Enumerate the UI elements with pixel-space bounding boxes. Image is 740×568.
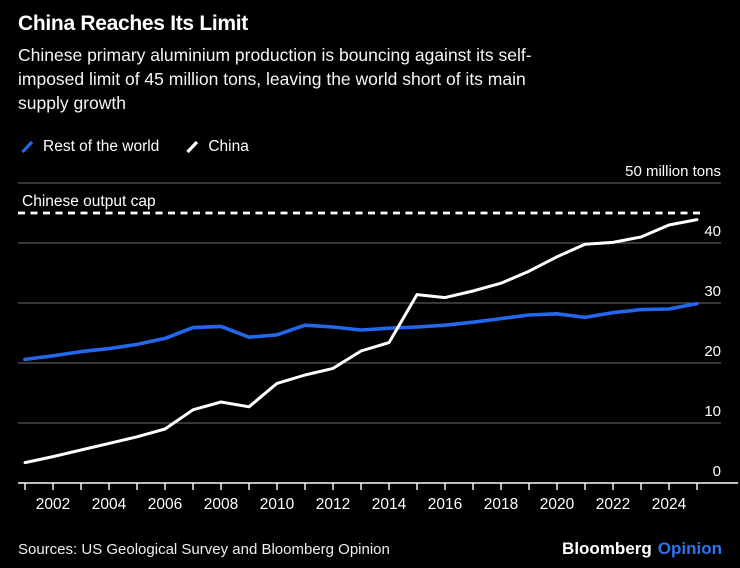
legend-label-rest-of-world: Rest of the world: [43, 138, 160, 155]
legend-slash-icon-white: [186, 140, 199, 154]
ytick-label-50: 50 million tons: [625, 163, 721, 180]
legend-label-china: China: [208, 138, 249, 155]
ytick-label-20: 20: [704, 343, 721, 360]
series-line-china: [23, 218, 699, 465]
bloomberg-wordmark: Bloomberg: [562, 539, 652, 558]
xtick-label-2004: 2004: [92, 496, 127, 513]
xtick-label-2006: 2006: [148, 496, 182, 513]
xtick-label-2018: 2018: [484, 496, 518, 513]
chart-legend: Rest of the world China: [20, 138, 249, 156]
xtick-label-2010: 2010: [260, 496, 295, 513]
ytick-label-30: 30: [704, 283, 721, 300]
output-cap-label: Chinese output cap: [22, 193, 156, 210]
xtick-label-2020: 2020: [540, 496, 575, 513]
series-line-rest-of-the-world: [23, 301, 699, 362]
legend-slash-icon-blue: [21, 140, 34, 154]
chart-subtitle: Chinese primary aluminium production is …: [18, 43, 718, 115]
chart-footer: Sources: US Geological Survey and Bloomb…: [18, 539, 722, 559]
legend-item-rest-of-world: Rest of the world: [20, 138, 159, 156]
xtick-label-2022: 2022: [596, 496, 630, 513]
ytick-label-40: 40: [704, 223, 721, 240]
ytick-label-0: 0: [713, 463, 721, 480]
chart-title: China Reaches Its Limit: [18, 12, 248, 35]
subtitle-line-2: imposed limit of 45 million tons, leavin…: [18, 69, 526, 89]
xtick-label-2008: 2008: [204, 496, 238, 513]
xtick-label-2014: 2014: [372, 496, 407, 513]
opinion-wordmark: Opinion: [657, 539, 722, 558]
ytick-label-10: 10: [704, 403, 721, 420]
xtick-label-2002: 2002: [36, 496, 70, 513]
subtitle-line-3: supply growth: [18, 93, 126, 113]
legend-item-china: China: [185, 138, 249, 156]
xtick-label-2024: 2024: [652, 496, 687, 513]
bloomberg-opinion-logo: Bloomberg Opinion: [562, 539, 722, 559]
chart-header: China Reaches Its Limit Chinese primary …: [18, 12, 718, 115]
sources-note: Sources: US Geological Survey and Bloomb…: [18, 541, 390, 558]
xtick-label-2012: 2012: [316, 496, 350, 513]
xtick-label-2016: 2016: [428, 496, 462, 513]
subtitle-line-1: Chinese primary aluminium production is …: [18, 45, 532, 65]
